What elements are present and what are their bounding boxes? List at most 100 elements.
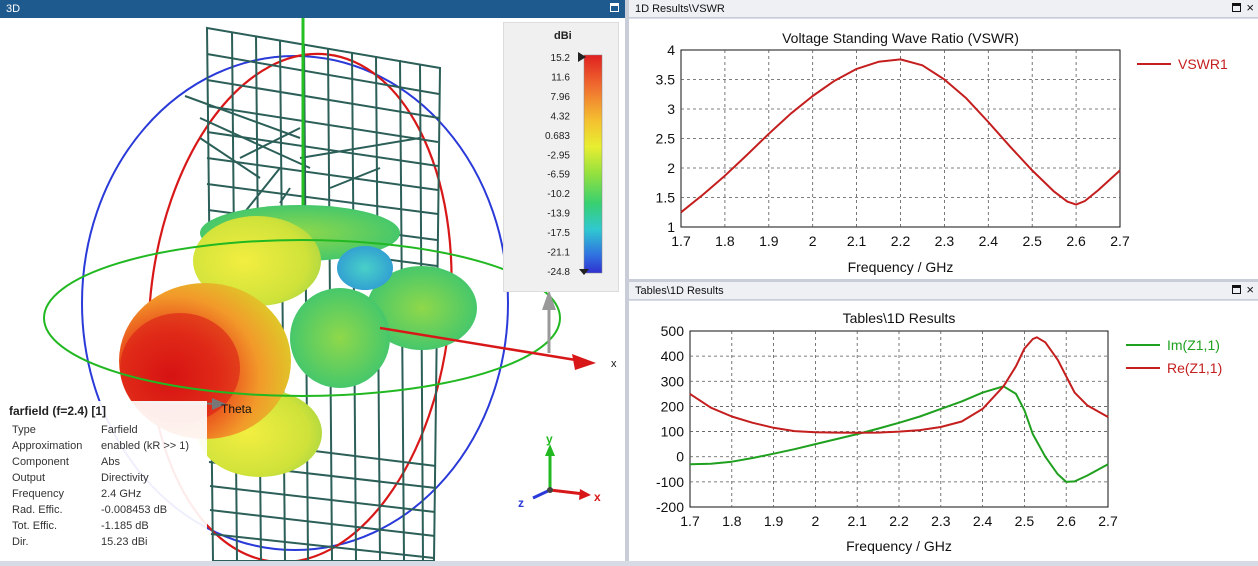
x-tick-label: 2.1 — [847, 513, 867, 529]
x-tick-label: 2.2 — [889, 513, 909, 529]
farfield-info-key: Approximation — [12, 440, 83, 452]
farfield-info-row: Frequency 2.4 GHz — [3, 486, 207, 502]
colorbar-legend: dBi 15.2 11.6 7.96 4.32 0.683 -2.95 -6.59 -10.2… — [503, 22, 619, 292]
colorbar-bottom-marker — [579, 269, 589, 275]
y-tick-label: 3.5 — [656, 72, 676, 88]
axis-triad[interactable]: y x z — [518, 432, 601, 510]
farfield-info-key: Type — [12, 424, 36, 436]
panel-tables: Tables\1D Results × Tables\1D Results 1.7… — [629, 282, 1258, 561]
horizontal-splitter[interactable] — [629, 279, 1258, 282]
impedance-chart[interactable]: Tables\1D Results 1.7 1.8 1.9 2 2.1 2.2 2.3 2.4 2… — [629, 301, 1258, 561]
farfield-info-value: enabled (kR >> 1) — [101, 440, 190, 452]
x-tick-label: 2.6 — [1056, 513, 1076, 529]
y-tick-label: 2.5 — [656, 131, 676, 147]
farfield-info-row: Approximation enabled (kR >> 1) — [3, 438, 207, 454]
y-tick-label: 4 — [667, 42, 675, 58]
colorbar-tick-label: -21.1 — [547, 248, 570, 259]
farfield-info-rows: Type Farfield Approximation enabled (kR >> … — [3, 422, 207, 550]
y-tick-label: 400 — [661, 348, 685, 364]
y-tick-label: -200 — [656, 499, 684, 515]
triad-y-label: y — [546, 432, 553, 446]
panel-vswr-title: 1D Results\VSWR — [635, 3, 725, 15]
colorbar-tick-label: 4.32 — [551, 111, 571, 122]
chart-title: Voltage Standing Wave Ratio (VSWR) — [782, 30, 1019, 46]
maximize-icon[interactable] — [610, 3, 619, 12]
vswr-plot-area[interactable]: Voltage Standing Wave Ratio (VSWR) 1.7 1.8… — [629, 19, 1258, 279]
colorbar-tick-label: -13.9 — [547, 209, 570, 220]
farfield-info-value: -1.185 dB — [101, 520, 149, 532]
series-line-re-z1-1- — [689, 336, 1109, 434]
x-tick-label: 2.7 — [1098, 513, 1118, 529]
colorbar-tick-label: -24.8 — [547, 267, 570, 278]
vswr-chart[interactable]: Voltage Standing Wave Ratio (VSWR) 1.7 1.8… — [629, 19, 1258, 279]
panel-vswr: 1D Results\VSWR × Voltage Standing Wave … — [629, 0, 1258, 279]
tables-plot-area[interactable]: Tables\1D Results 1.7 1.8 1.9 2 2.1 2.2 2.3 2.4 2… — [629, 301, 1258, 561]
x-tick-label: 2.1 — [847, 233, 867, 249]
y-tick-label: 100 — [661, 424, 685, 440]
colorbar-tick-label: -6.59 — [547, 170, 570, 181]
x-tick-label: 1.9 — [764, 513, 784, 529]
vertical-splitter[interactable] — [625, 0, 629, 561]
x-axis-arrowhead — [572, 354, 596, 370]
x-tick-label: 2.5 — [1015, 513, 1035, 529]
farfield-info-row: Component Abs — [3, 454, 207, 470]
farfield-info-row: Rad. Effic. -0.008453 dB — [3, 502, 207, 518]
farfield-info-row: Dir. 15.23 dBi — [3, 534, 207, 550]
x-tick-label: 2.3 — [935, 233, 955, 249]
x-axis-label: Frequency / GHz — [846, 538, 952, 554]
close-icon[interactable]: × — [1246, 282, 1254, 297]
colorbar-tick-label: -17.5 — [547, 228, 570, 239]
farfield-info-row: Type Farfield — [3, 422, 207, 438]
x-tick-label: 1.9 — [759, 233, 779, 249]
farfield-info-row: Output Directivity — [3, 470, 207, 486]
close-icon[interactable]: × — [1246, 0, 1254, 15]
farfield-info-key: Tot. Effic. — [12, 520, 58, 532]
panel-tables-title: Tables\1D Results — [635, 285, 724, 297]
x-tick-label: 2 — [812, 513, 820, 529]
x-tick-label: 2.3 — [931, 513, 951, 529]
x-tick-label: 2.4 — [979, 233, 999, 249]
colorbar-tick-label: -2.95 — [547, 150, 570, 161]
y-tick-label: 300 — [661, 373, 685, 389]
panel-3d: 3D — [0, 0, 625, 564]
x-axis-line — [379, 326, 589, 364]
farfield-pattern — [119, 205, 477, 477]
x-tick-label: 1.7 — [680, 513, 700, 529]
colorbar-tick-label: 0.683 — [545, 131, 570, 142]
legend-label: Im(Z1,1) — [1167, 337, 1220, 353]
colorbar-tick-label: 15.2 — [551, 53, 571, 64]
colorbar-tick-label: 11.6 — [551, 72, 570, 83]
farfield-info-value: 2.4 GHz — [101, 488, 142, 500]
farfield-info-title: farfield (f=2.4) [1] — [9, 404, 107, 418]
equator-circle-green — [43, 239, 561, 397]
x-tick-label: 2 — [809, 233, 817, 249]
colorbar-gradient — [583, 54, 603, 274]
x-tick-label: 1.8 — [715, 233, 735, 249]
farfield-info-key: Output — [12, 472, 46, 484]
farfield-info-value: 15.23 dBi — [101, 536, 148, 548]
panel-3d-titlebar: 3D — [0, 0, 625, 18]
farfield-3d-view[interactable]: x Theta y x z — [0, 18, 625, 564]
farfield-info-key: Rad. Effic. — [12, 504, 63, 516]
viewport-3d[interactable]: x Theta y x z dBi — [0, 18, 625, 564]
series-line-vswr1 — [680, 58, 1121, 214]
x-tick-label: 2.7 — [1110, 233, 1130, 249]
y-tick-label: 0 — [676, 449, 684, 465]
farfield-info-value: Directivity — [101, 472, 149, 484]
y-tick-label: 3 — [667, 101, 675, 117]
panel-3d-title: 3D — [6, 3, 21, 15]
theta-label: Theta — [221, 402, 252, 416]
colorbar-tick-label: -10.2 — [547, 189, 570, 200]
maximize-icon[interactable] — [1232, 3, 1241, 12]
panel-vswr-titlebar: 1D Results\VSWR × — [629, 0, 1258, 18]
farfield-info-value: Abs — [101, 456, 120, 468]
y-tick-label: 2 — [667, 160, 675, 176]
series-line-im-z1-1- — [689, 385, 1109, 483]
colorbar-tick-label: 7.96 — [551, 92, 571, 103]
x-tick-label: 2.5 — [1022, 233, 1042, 249]
chart-title: Tables\1D Results — [843, 310, 956, 326]
maximize-icon[interactable] — [1232, 285, 1241, 294]
legend-label: VSWR1 — [1178, 56, 1228, 72]
x-tick-label: 1.7 — [671, 233, 691, 249]
triad-z-label: z — [518, 496, 524, 510]
